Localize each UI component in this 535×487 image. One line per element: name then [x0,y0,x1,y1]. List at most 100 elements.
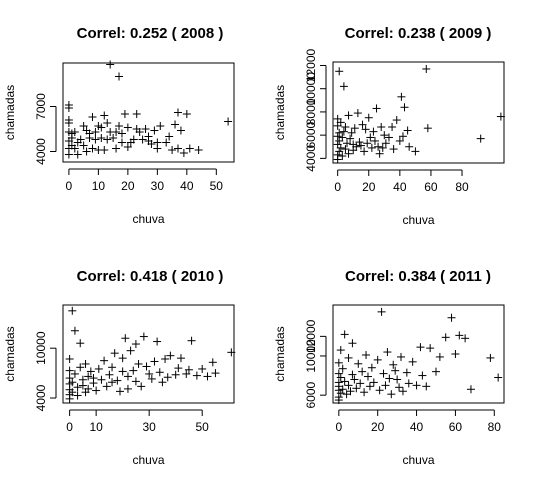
data-point [373,355,382,364]
data-point [347,128,356,137]
data-point [340,377,349,386]
data-point [123,123,132,132]
data-point [381,381,390,390]
data-point [383,348,392,357]
data-point [110,349,119,358]
data-point [150,357,159,366]
data-point [194,146,203,154]
data-point [339,82,348,91]
data-point [64,150,73,159]
data-point [375,149,384,158]
plot-frame [62,304,235,404]
plot-frame [332,61,505,164]
data-point [126,346,135,355]
data-point [365,382,374,391]
data-point [344,381,353,390]
data-point [76,135,85,144]
data-points [65,306,236,403]
panel-title: Correl: 0.418 ( 2010 ) [77,268,224,285]
x-tick-label: 0 [66,179,73,193]
data-point [344,149,353,158]
data-point [381,139,390,148]
data-point [395,383,404,392]
x-tick-label: 20 [121,179,135,193]
data-point [73,150,82,159]
data-point [65,366,74,375]
data-point [354,359,363,368]
data-point [338,385,347,394]
y-tick-label: 10000 [34,331,48,365]
data-point [338,364,347,373]
y-tick-label: 10000 [304,72,318,106]
x-tick-label: 0 [335,420,342,434]
data-point [94,364,103,373]
data-point [168,146,177,154]
data-point [173,108,182,117]
data-point [398,387,407,396]
data-point [455,331,464,340]
data-point [400,103,409,112]
data-point [67,134,76,142]
data-point [370,136,379,145]
y-tick-label: 4000 [34,384,48,411]
panel-title: Correl: 0.384 ( 2011 ) [345,268,491,285]
data-point [203,372,212,381]
data-point [411,147,420,156]
y-tick-label: 12000 [304,48,318,82]
x-tick-label: 80 [455,180,469,194]
data-point [131,377,140,386]
data-point [86,367,95,376]
data-point [118,354,127,363]
data-point [369,127,378,136]
data-points [334,307,503,405]
data-point [132,110,141,118]
data-point [361,125,370,134]
data-point [336,143,345,152]
data-point [64,116,73,124]
data-point [395,136,404,145]
data-point [100,111,109,120]
scatter-panel-1: Correl: 0.252 ( 2008 ) 0 10 20 30 40 50 4000 700… [3,25,235,226]
x-tick-label: 10 [92,179,106,193]
data-point [348,370,357,379]
scatter-panel-3: Correl: 0.418 ( 2010 ) 0 10 30 50 4000 10000 ch… [3,268,236,467]
data-point [116,387,124,396]
data-point [208,358,217,367]
data-point [162,138,171,147]
x-tick-label: 20 [371,420,385,434]
plot-frame [332,304,505,404]
x-axis-label: chuva [402,213,434,227]
x-axis: 0 20 40 60 80 [334,169,469,194]
data-point [358,120,367,129]
data-point [108,363,117,372]
data-point [134,359,143,368]
data-point [84,372,93,381]
data-point [397,352,406,361]
data-point [115,122,124,130]
data-point [129,135,138,144]
data-point [336,373,345,382]
data-point [182,369,191,378]
data-point [367,143,376,152]
x-tick-label: 60 [424,180,438,194]
x-tick-label: 60 [449,420,463,434]
data-point [418,371,427,380]
data-point [435,352,444,361]
data-point [85,129,94,138]
data-point [139,332,148,341]
data-point [342,139,351,148]
data-point [405,142,414,151]
data-point [423,124,432,133]
y-axis: 4000 7000 [34,93,57,165]
data-point [121,334,130,343]
data-point [102,382,111,391]
x-axis: 0 10 30 50 [66,409,209,434]
y-tick-label: 12000 [304,319,318,353]
data-point [103,119,112,127]
data-point [389,360,398,369]
data-point [92,386,101,395]
data-point [426,344,435,353]
data-point [366,133,375,142]
data-point [156,122,165,130]
data-point [346,387,355,396]
